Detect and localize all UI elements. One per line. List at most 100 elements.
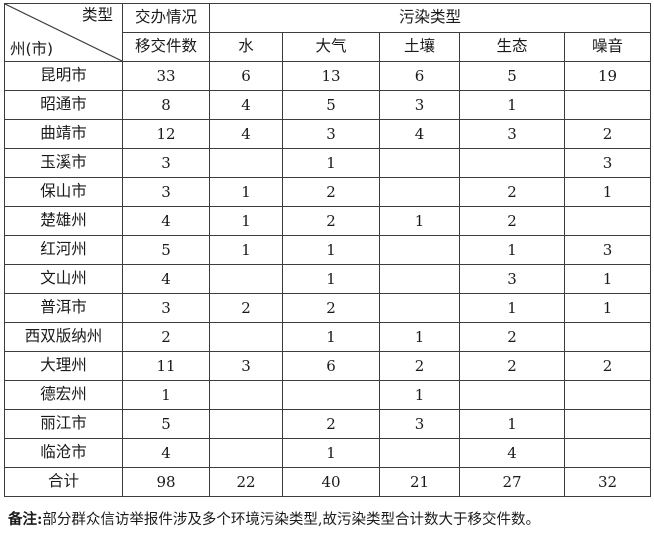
cell-water: 4 (209, 119, 283, 149)
cell-air: 2 (282, 206, 380, 236)
cell-transfer: 11 (122, 351, 210, 381)
cell-soil (379, 177, 460, 207)
cell-soil (379, 235, 460, 265)
cell-eco: 1 (459, 235, 565, 265)
cell-transfer: 8 (122, 90, 210, 120)
cell-soil: 6 (379, 61, 460, 91)
header-col-air: 大气 (282, 32, 380, 62)
cell-air: 1 (282, 235, 380, 265)
cell-total-air: 40 (282, 467, 380, 497)
cell-eco: 2 (459, 351, 565, 381)
cell-noise (563, 409, 652, 439)
cell-noise (563, 380, 652, 410)
header-col-soil: 土壤 (379, 32, 460, 62)
cell-soil (379, 264, 460, 294)
cell-region: 保山市 (4, 177, 123, 207)
table-row: 保山市 3 1 2 2 1 (4, 177, 652, 207)
cell-soil (379, 293, 460, 323)
cell-transfer: 4 (122, 206, 210, 236)
table-row: 曲靖市 12 4 3 4 3 2 (4, 119, 652, 149)
cell-water: 6 (209, 61, 283, 91)
cell-total-eco: 27 (459, 467, 565, 497)
table-row: 临沧市 4 1 4 (4, 438, 652, 468)
cell-region: 文山州 (4, 264, 123, 294)
cell-region: 德宏州 (4, 380, 123, 410)
footnote: 备注:部分群众信访举报件涉及多个环境污染类型,故污染类型合计数大于移交件数。 (4, 508, 650, 529)
cell-noise (563, 90, 652, 120)
cell-air: 1 (282, 148, 380, 178)
cell-water (209, 322, 283, 352)
cell-eco: 3 (459, 119, 565, 149)
cell-eco: 2 (459, 206, 565, 236)
cell-total-soil: 21 (379, 467, 460, 497)
cell-eco: 1 (459, 293, 565, 323)
table-row: 大理州 11 3 6 2 2 2 (4, 351, 652, 381)
cell-air: 3 (282, 119, 380, 149)
header-pollution-group: 污染类型 (208, 3, 652, 33)
cell-air: 1 (282, 322, 380, 352)
cell-soil (379, 438, 460, 468)
cell-eco: 2 (459, 322, 565, 352)
pollution-statistics-table: 类型 州(市) 交办情况 污染类型 移交件数 水 大气 土壤 生态 噪音 昆明市… (4, 3, 652, 497)
cell-air: 1 (282, 264, 380, 294)
cell-transfer: 5 (122, 409, 210, 439)
cell-water (209, 409, 283, 439)
cell-eco: 2 (459, 177, 565, 207)
cell-noise: 3 (563, 148, 652, 178)
table-row: 昆明市 33 6 13 6 5 19 (4, 61, 652, 91)
header-col-noise: 噪音 (563, 32, 652, 62)
cell-noise: 3 (563, 235, 652, 265)
footnote-label: 备注: (8, 511, 43, 528)
cell-water: 3 (209, 351, 283, 381)
cell-noise (563, 322, 652, 352)
cell-noise: 1 (563, 264, 652, 294)
cell-eco: 1 (459, 409, 565, 439)
cell-noise: 1 (563, 177, 652, 207)
cell-water: 2 (209, 293, 283, 323)
cell-air (282, 380, 380, 410)
table-row: 玉溪市 3 1 3 (4, 148, 652, 178)
cell-total-transfer: 98 (122, 467, 210, 497)
corner-top-label: 类型 (81, 6, 113, 24)
cell-soil: 4 (379, 119, 460, 149)
cell-transfer: 12 (122, 119, 210, 149)
table-row: 文山州 4 1 3 1 (4, 264, 652, 294)
cell-soil: 3 (379, 409, 460, 439)
table-row: 丽江市 5 2 3 1 (4, 409, 652, 439)
table-header-row-1: 类型 州(市) 交办情况 污染类型 (4, 3, 652, 62)
cell-water (209, 438, 283, 468)
cell-total-noise: 32 (563, 467, 652, 497)
cell-noise: 2 (563, 119, 652, 149)
cell-total-water: 22 (209, 467, 283, 497)
cell-soil: 1 (379, 206, 460, 236)
cell-air: 2 (282, 177, 380, 207)
corner-bottom-label: 州(市) (10, 39, 54, 58)
cell-eco: 1 (459, 90, 565, 120)
cell-transfer: 2 (122, 322, 210, 352)
table-row: 德宏州 1 1 (4, 380, 652, 410)
cell-soil: 3 (379, 90, 460, 120)
cell-water: 1 (209, 177, 283, 207)
cell-air: 1 (282, 438, 380, 468)
header-col-transfer: 移交件数 (122, 32, 210, 62)
cell-eco (459, 148, 565, 178)
cell-noise (563, 206, 652, 236)
cell-air: 13 (282, 61, 380, 91)
cell-transfer: 1 (122, 380, 210, 410)
cell-eco: 3 (459, 264, 565, 294)
cell-air: 6 (282, 351, 380, 381)
header-handling-group: 交办情况 (122, 3, 210, 33)
cell-region: 红河州 (4, 235, 123, 265)
cell-air: 2 (282, 293, 380, 323)
table-row: 昭通市 8 4 5 3 1 (4, 90, 652, 120)
cell-soil: 1 (379, 322, 460, 352)
cell-noise: 1 (563, 293, 652, 323)
table-row: 楚雄州 4 1 2 1 2 (4, 206, 652, 236)
cell-transfer: 3 (122, 148, 210, 178)
cell-region: 临沧市 (4, 438, 123, 468)
corner-header-cell: 类型 州(市) (4, 3, 123, 62)
cell-water (209, 264, 283, 294)
cell-air: 2 (282, 409, 380, 439)
cell-transfer: 3 (122, 177, 210, 207)
